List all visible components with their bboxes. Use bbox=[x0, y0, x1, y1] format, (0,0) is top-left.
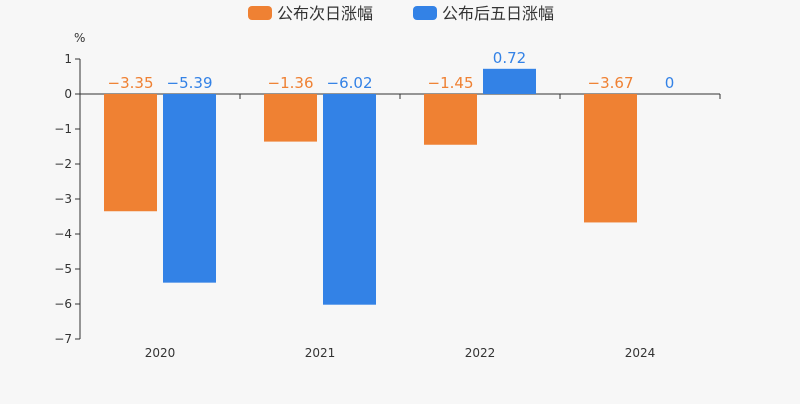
data-label-1-2021: −6.02 bbox=[327, 74, 373, 92]
data-label-0-2022: −1.45 bbox=[428, 74, 474, 92]
x-tick-label: 2020 bbox=[145, 346, 176, 360]
y-tick-label: −5 bbox=[54, 262, 72, 276]
data-label-0-2024: −3.67 bbox=[588, 74, 634, 92]
bar-0-2021 bbox=[264, 94, 317, 142]
legend-swatch-0 bbox=[248, 6, 272, 20]
bar-0-2024 bbox=[584, 94, 637, 223]
y-tick-label: 0 bbox=[64, 87, 72, 101]
data-label-1-2020: −5.39 bbox=[167, 74, 213, 92]
legend-label-0: 公布次日涨幅 bbox=[277, 4, 373, 23]
data-label-0-2020: −3.35 bbox=[108, 74, 154, 92]
y-tick-label: −2 bbox=[54, 157, 72, 171]
y-tick-label: −1 bbox=[54, 122, 72, 136]
y-tick-label: 1 bbox=[64, 52, 72, 66]
y-unit-label: % bbox=[74, 31, 85, 45]
bar-1-2020 bbox=[163, 94, 216, 283]
y-tick-label: −6 bbox=[54, 297, 72, 311]
legend-swatch-1 bbox=[413, 6, 437, 20]
bar-0-2020 bbox=[104, 94, 157, 212]
data-label-1-2022: 0.72 bbox=[493, 49, 526, 67]
bar-1-2021 bbox=[323, 94, 376, 305]
legend-label-1: 公布后五日涨幅 bbox=[442, 4, 554, 23]
y-tick-label: −4 bbox=[54, 227, 72, 241]
data-label-1-2024: 0 bbox=[665, 74, 675, 92]
y-tick-label: −3 bbox=[54, 192, 72, 206]
bar-0-2022 bbox=[424, 94, 477, 145]
x-tick-label: 2022 bbox=[465, 346, 496, 360]
bar-1-2022 bbox=[483, 68, 536, 94]
y-tick-label: −7 bbox=[54, 332, 72, 346]
x-tick-label: 2021 bbox=[305, 346, 336, 360]
x-tick-label: 2024 bbox=[625, 346, 656, 360]
data-label-0-2021: −1.36 bbox=[268, 74, 314, 92]
